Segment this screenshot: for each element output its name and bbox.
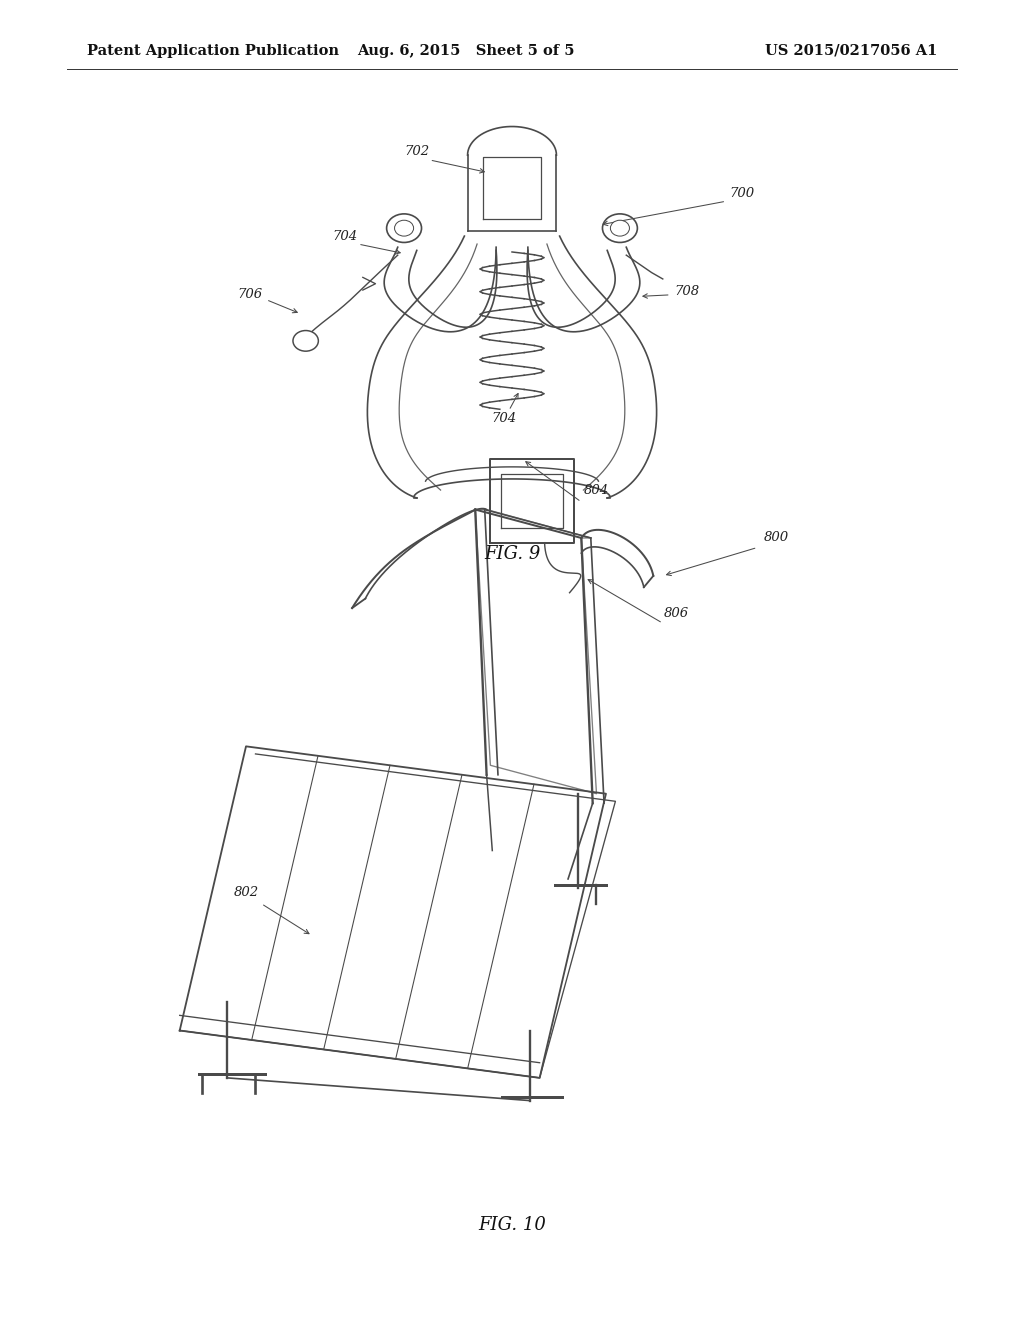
- Text: Aug. 6, 2015   Sheet 5 of 5: Aug. 6, 2015 Sheet 5 of 5: [357, 44, 574, 58]
- Text: 704: 704: [492, 412, 517, 425]
- Text: 708: 708: [674, 285, 699, 298]
- Ellipse shape: [610, 220, 630, 236]
- Text: 800: 800: [764, 532, 790, 544]
- Text: US 2015/0217056 A1: US 2015/0217056 A1: [765, 44, 937, 58]
- Text: 700: 700: [729, 186, 755, 199]
- Text: 704: 704: [333, 230, 358, 243]
- Text: 802: 802: [233, 886, 259, 899]
- Text: FIG. 9: FIG. 9: [483, 545, 541, 564]
- Ellipse shape: [293, 330, 318, 351]
- Ellipse shape: [602, 214, 637, 243]
- Text: 706: 706: [238, 288, 263, 301]
- Text: FIG. 10: FIG. 10: [478, 1216, 546, 1234]
- Text: 804: 804: [584, 484, 609, 498]
- Ellipse shape: [387, 214, 422, 243]
- Text: 806: 806: [664, 607, 688, 620]
- Text: Patent Application Publication: Patent Application Publication: [87, 44, 339, 58]
- Text: 702: 702: [404, 145, 429, 158]
- Ellipse shape: [394, 220, 414, 236]
